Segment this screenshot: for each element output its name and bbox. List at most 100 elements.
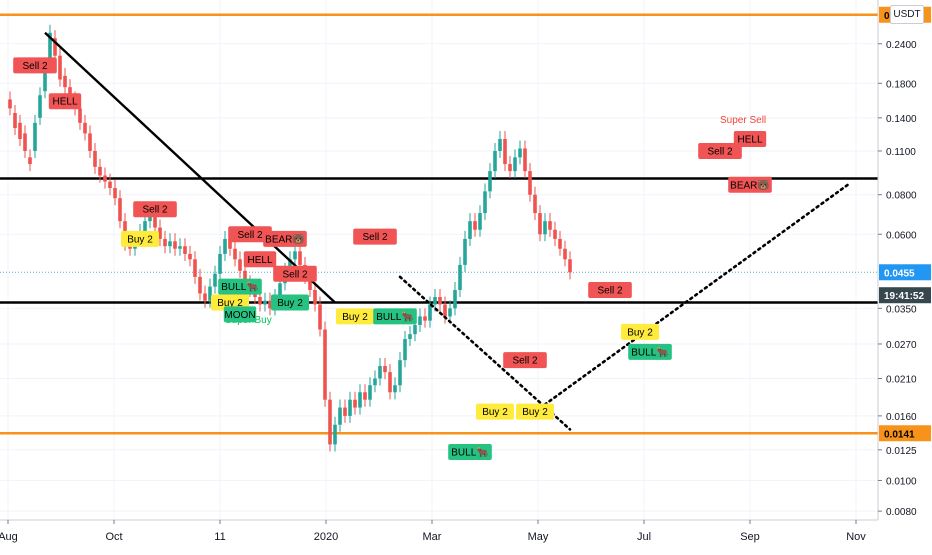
signal-label-text: Buy 2	[127, 234, 153, 245]
x-tick-label: Jul	[637, 531, 651, 543]
signal-label-text: Sell 2	[237, 230, 262, 241]
signal-label-box	[48, 93, 82, 110]
candle-body	[98, 166, 102, 176]
price-tag-box	[879, 264, 931, 281]
signal-label: HELL	[48, 93, 82, 110]
candle-body	[168, 241, 172, 247]
signal-label-text: HELL	[52, 97, 77, 108]
candle-body	[443, 304, 447, 317]
signal-label-box	[243, 251, 277, 268]
signal-label-box	[133, 201, 177, 218]
signal-label-text: HELL	[737, 135, 762, 146]
signal-label-box	[121, 230, 159, 247]
axis-corner	[878, 520, 932, 550]
x-tick-label: Mar	[423, 531, 442, 543]
candle-body	[163, 238, 167, 247]
candle-body	[498, 139, 502, 151]
signal-label-box	[448, 444, 492, 461]
candle-body	[343, 407, 347, 416]
candle-body	[338, 407, 342, 425]
signal-label: Buy 2	[121, 230, 159, 247]
y-tick-label: 0.0080	[886, 507, 917, 518]
candle-body	[203, 293, 207, 301]
candle-body	[363, 392, 367, 400]
candle-body	[233, 248, 237, 260]
candle-body	[258, 297, 262, 305]
candle-body	[353, 399, 357, 408]
candle-body	[78, 108, 82, 123]
signal-annotation: Super Sell	[720, 115, 766, 126]
candle-body	[333, 424, 337, 445]
candle-body	[458, 264, 462, 290]
signal-label-box	[223, 306, 257, 323]
candle-body	[43, 65, 47, 92]
candle-body	[173, 241, 177, 249]
candle-body	[528, 171, 532, 195]
signal-label-box	[228, 226, 272, 243]
candle-body	[488, 171, 492, 192]
candle-body	[263, 300, 267, 305]
candle-body	[58, 55, 62, 80]
candle-body	[418, 316, 422, 325]
signal-label-text: Buy 2	[522, 407, 548, 418]
signal-label-text: BULL🐂	[221, 281, 258, 293]
y-tick-label: 0.1100	[886, 147, 916, 158]
signal-label: Buy 2	[516, 403, 554, 420]
signal-label: BULL🐂	[373, 308, 417, 325]
currency-badge[interactable]: USDT	[890, 5, 924, 24]
candle-body	[468, 221, 472, 239]
candle-body	[553, 229, 557, 239]
signal-label-text: Buy 2	[217, 298, 243, 309]
trendline	[398, 275, 572, 431]
signal-label-box	[336, 308, 374, 325]
price-tag-label: 0.0455	[884, 268, 915, 279]
signal-label-text: BULL🐂	[376, 311, 413, 323]
candle-body	[463, 238, 467, 265]
signal-label-box	[621, 323, 659, 340]
candle-body	[243, 270, 247, 284]
signal-label-text: BULL🐂	[451, 447, 488, 459]
signal-label: BULL🐂	[218, 278, 262, 295]
signal-label-text: Sell 2	[362, 232, 387, 243]
signal-label-box	[628, 343, 672, 360]
candle-body	[288, 259, 292, 271]
signal-label-box	[218, 278, 262, 295]
candle-body	[408, 334, 412, 339]
signal-label: Buy 2	[271, 294, 309, 311]
y-tick-label: 0.2400	[886, 40, 917, 51]
price-tag-label: 0.0141	[884, 429, 915, 440]
signal-label-text: Sell 2	[282, 269, 307, 280]
price-tag-box	[879, 287, 931, 304]
candle-body	[178, 246, 182, 249]
signal-label-box	[733, 131, 767, 148]
signal-label-text: Buy 2	[627, 327, 653, 338]
signal-label: Sell 2	[698, 142, 742, 159]
signal-label-box	[698, 142, 742, 159]
candle-body	[348, 399, 352, 416]
signal-label: Sell 2	[353, 228, 397, 245]
candle-body	[198, 276, 202, 294]
candle-body	[473, 221, 477, 230]
signal-label: Buy 2	[476, 403, 514, 420]
signal-label-text: Sell 2	[22, 61, 47, 72]
candle-body	[453, 289, 457, 309]
y-tick-label: 0.0270	[886, 340, 917, 351]
signal-label-text: BEAR🐻	[265, 232, 305, 245]
signal-label: Sell 2	[588, 281, 632, 298]
candle-body	[113, 188, 117, 199]
candle-body	[268, 300, 272, 309]
y-tick-label: 0.0350	[886, 304, 917, 315]
signal-label-text: BEAR🐻	[730, 178, 770, 191]
signal-label-text: Buy 2	[482, 407, 508, 418]
candle-body	[63, 75, 67, 88]
x-tick-label: Sep	[740, 531, 760, 543]
signal-label-text: Sell 2	[512, 356, 537, 367]
candle-body	[293, 251, 297, 260]
candle-body	[428, 304, 432, 321]
candle-body	[358, 392, 362, 408]
signal-label: Sell 2	[228, 226, 272, 243]
candle-body	[548, 221, 552, 230]
